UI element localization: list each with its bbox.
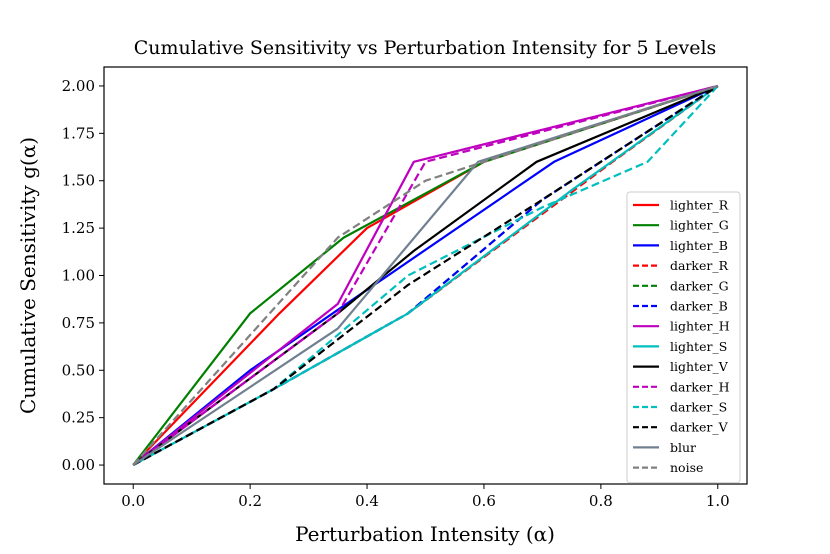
y-tick-label: 0.75 xyxy=(62,314,95,332)
legend-label-darker-V: darker_V xyxy=(670,420,729,435)
legend-label-darker-R: darker_R xyxy=(670,258,729,273)
legend-label-darker-H: darker_H xyxy=(670,379,730,394)
legend-label-lighter-B: lighter_B xyxy=(670,238,728,253)
chart-title: Cumulative Sensitivity vs Perturbation I… xyxy=(134,37,717,59)
legend-label-lighter-G: lighter_G xyxy=(670,218,729,233)
y-tick-label: 0.50 xyxy=(62,361,95,379)
series-line-darker-H xyxy=(132,84,719,466)
legend-label-lighter-V: lighter_V xyxy=(670,359,729,374)
legend-label-lighter-R: lighter_R xyxy=(670,198,729,213)
y-tick-label: 1.75 xyxy=(62,124,95,142)
y-tick-label: 1.25 xyxy=(62,219,95,237)
y-tick-label: 0.25 xyxy=(62,409,95,427)
legend-label-noise: noise xyxy=(670,460,703,475)
y-tick-label: 1.50 xyxy=(62,172,95,190)
legend: lighter_R lighter_G lighter_B darker_Rdarke… xyxy=(626,191,741,484)
x-tick-label: 0.4 xyxy=(355,492,379,510)
legend-label-darker-G: darker_G xyxy=(670,278,729,293)
x-tick-label: 0.2 xyxy=(238,492,262,510)
legend-label-darker-B: darker_B xyxy=(670,299,728,314)
legend-label-lighter-S: lighter_S xyxy=(670,339,727,354)
x-axis-label: Perturbation Intensity (α) xyxy=(295,522,555,546)
y-tick-label: 0.00 xyxy=(62,456,95,474)
series-line-noise xyxy=(132,84,719,466)
x-tick-label: 1.0 xyxy=(706,492,730,510)
y-axis: 0.00 0.25 0.50 0.75 1.00 1.25 1.50 1.75 2.00 xyxy=(62,77,104,474)
series-line-lighter-S xyxy=(132,85,719,466)
legend-label-blur: blur xyxy=(670,440,696,455)
x-tick-label: 0.8 xyxy=(589,492,613,510)
x-tick-label: 0.0 xyxy=(121,492,145,510)
series-line-darker-V xyxy=(132,85,719,466)
series-line-lighter-B xyxy=(132,85,719,466)
series-line-lighter-H xyxy=(132,84,719,466)
y-tick-label: 1.00 xyxy=(62,267,95,285)
x-axis: 0.0 0.2 0.4 0.6 0.8 1.0 xyxy=(121,484,730,510)
y-tick-label: 2.00 xyxy=(62,77,95,95)
x-tick-label: 0.6 xyxy=(472,492,496,510)
plot-lines xyxy=(132,84,719,466)
legend-label-lighter-H: lighter_H xyxy=(670,319,730,334)
y-axis-label: Cumulative Sensitivity g(α) xyxy=(16,137,40,414)
legend-label-darker-S: darker_S xyxy=(670,400,727,415)
